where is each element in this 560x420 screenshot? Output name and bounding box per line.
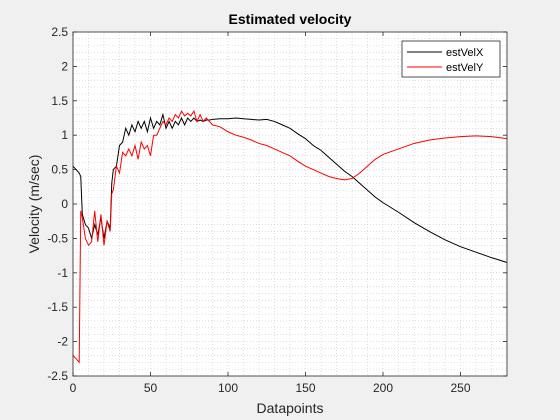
chart-title: Estimated velocity: [229, 11, 352, 27]
x-tick-label: 0: [70, 381, 77, 395]
series-line-estVelX: [72, 112, 508, 263]
legend: estVelX estVelY: [401, 40, 501, 78]
x-axis-label: Datapoints: [257, 400, 324, 416]
x-tick-label: 250: [450, 381, 470, 395]
y-tick-label: -2: [57, 335, 68, 349]
y-tick-label: 1: [61, 128, 68, 142]
legend-label: estVelY: [446, 62, 484, 74]
y-tick-label: -1.5: [47, 300, 68, 314]
x-tick-label: 100: [218, 381, 238, 395]
legend-label: estVelX: [446, 47, 484, 59]
minor-grid: [73, 32, 507, 376]
series-layer: [72, 109, 508, 364]
y-tick-label: -0.5: [47, 231, 68, 245]
y-tick-label: 0: [61, 197, 68, 211]
y-tick-label: 2: [61, 59, 68, 73]
y-tick-label: -1: [57, 266, 68, 280]
axis-ticks: 0 50 100 150 200 250 -2.5 -2 -1.5 -1 -0.5 0 0.5 1 1.5 2…: [47, 25, 507, 395]
x-tick-label: 50: [144, 381, 158, 395]
y-axis-label: Velocity (m/sec): [26, 155, 42, 254]
legend-box: [401, 40, 501, 78]
x-tick-label: 200: [373, 381, 393, 395]
y-tick-label: -2.5: [47, 369, 68, 383]
y-tick-label: 2.5: [51, 25, 68, 39]
x-tick-label: 150: [295, 381, 315, 395]
y-tick-label: 0.5: [51, 163, 68, 177]
series-line-estVelY: [72, 109, 508, 364]
y-tick-label: 1.5: [51, 94, 68, 108]
